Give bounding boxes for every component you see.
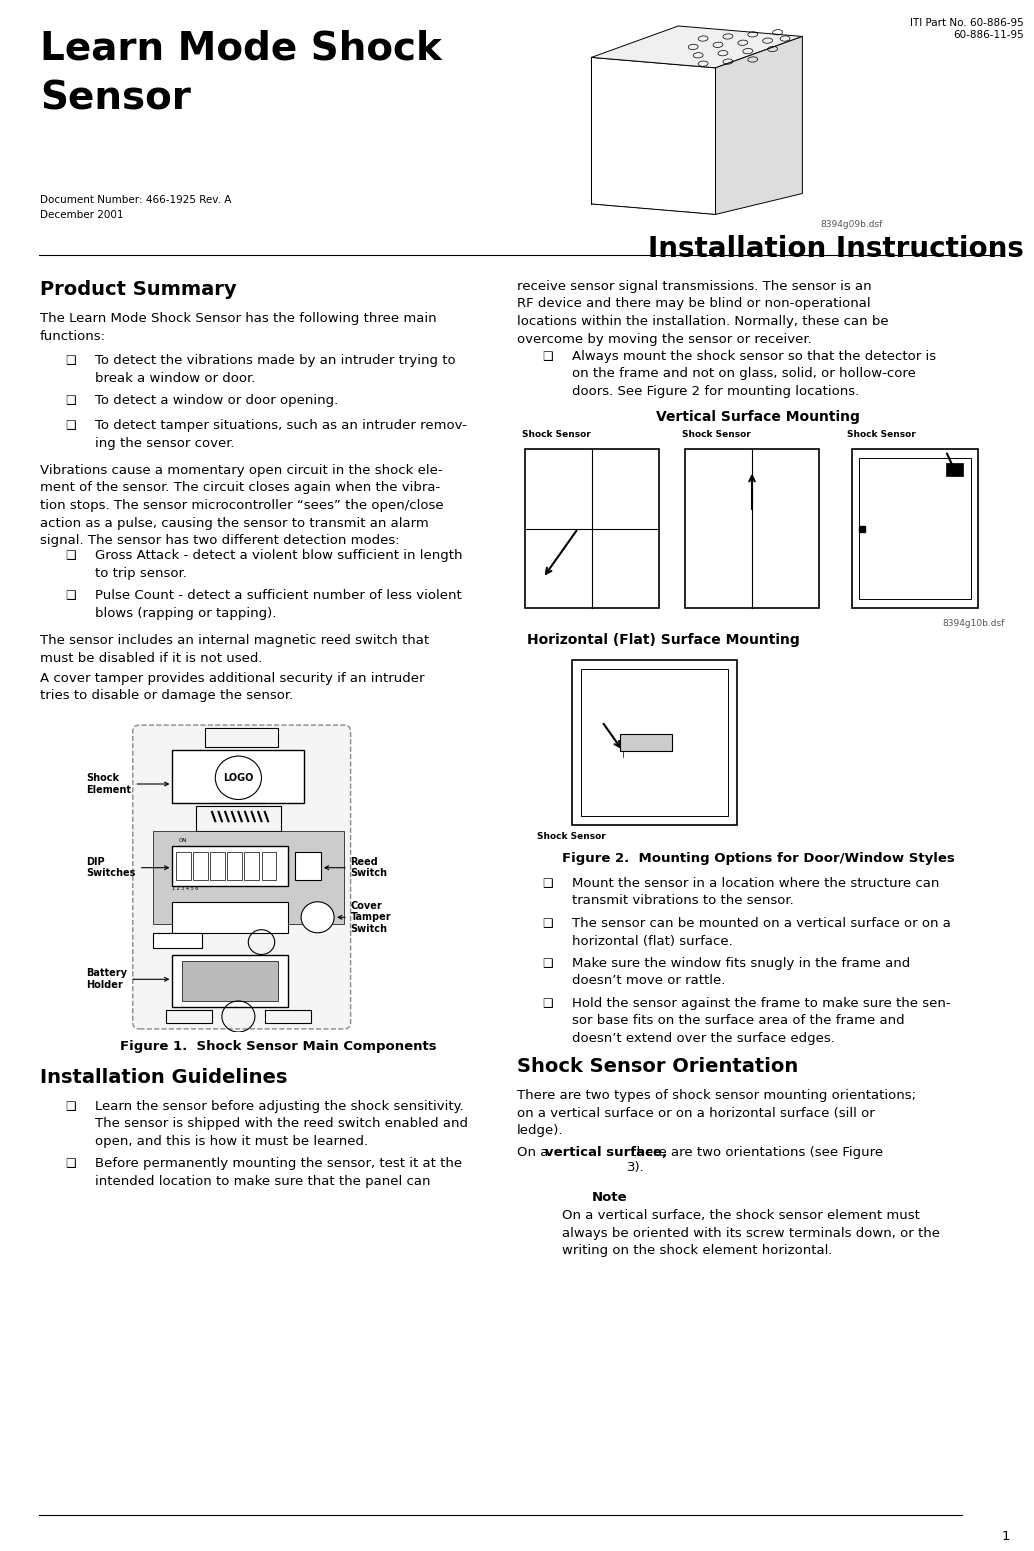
Bar [173, 749, 304, 802]
Text: On a vertical surface, the shock sensor element must
always be oriented with its: On a vertical surface, the shock sensor … [562, 1208, 940, 1256]
Text: Vibrations cause a momentary open circuit in the shock ele-
ment of the sensor. : Vibrations cause a momentary open circui… [40, 464, 444, 548]
FancyBboxPatch shape [132, 726, 351, 1028]
Text: Cover
Tamper
Switch: Cover Tamper Switch [338, 901, 391, 934]
Text: Mount the sensor in a location where the structure can
transmit vibrations to th: Mount the sensor in a location where the… [572, 876, 939, 907]
Text: Installation Instructions: Installation Instructions [648, 236, 1024, 264]
Text: Sensor: Sensor [40, 81, 191, 118]
Bar [210, 851, 224, 879]
Text: To detect the vibrations made by an intruder trying to
break a window or door.: To detect the vibrations made by an intr… [95, 354, 456, 385]
Text: 1 2 3 4 5 6: 1 2 3 4 5 6 [173, 886, 199, 892]
Text: DIP
Switches: DIP Switches [87, 856, 169, 878]
Text: Horizontal (Flat) Surface Mounting: Horizontal (Flat) Surface Mounting [527, 633, 799, 647]
Bar [195, 805, 281, 830]
Text: There are two types of shock sensor mounting orientations;
on a vertical surface: There are two types of shock sensor moun… [517, 1089, 916, 1137]
Text: 8394g09b.dsf: 8394g09b.dsf [820, 220, 882, 230]
Polygon shape [716, 36, 802, 214]
Text: Product Summary: Product Summary [40, 281, 237, 299]
Text: 8394g10b.dsf: 8394g10b.dsf [943, 619, 1005, 628]
Bar [619, 734, 672, 751]
Text: Pulse Count - detect a sufficient number of less violent
blows (rapping or tappi: Pulse Count - detect a sufficient number… [95, 589, 462, 619]
Text: ❑: ❑ [542, 351, 552, 363]
Text: Hold the sensor against the frame to make sure the sen-
sor base fits on the sur: Hold the sensor against the frame to mak… [572, 997, 950, 1045]
Bar [859, 458, 971, 599]
Text: Reed
Switch: Reed Switch [325, 856, 388, 878]
Text: Shock Sensor: Shock Sensor [682, 430, 751, 439]
Bar [206, 729, 278, 746]
Text: ITI Part No. 60-886-95
60-886-11-95: ITI Part No. 60-886-95 60-886-11-95 [910, 19, 1024, 40]
Text: ❑: ❑ [65, 589, 75, 602]
Text: The sensor can be mounted on a vertical surface or on a
horizontal (flat) surfac: The sensor can be mounted on a vertical … [572, 917, 951, 948]
Text: Learn the sensor before adjusting the shock sensitivity.
The sensor is shipped w: Learn the sensor before adjusting the sh… [95, 1100, 468, 1148]
Text: Gross Attack - detect a violent blow sufficient in length
to trip sensor.: Gross Attack - detect a violent blow suf… [95, 549, 462, 580]
Text: Battery
Holder: Battery Holder [87, 968, 169, 990]
Bar [153, 932, 202, 948]
Text: ❑: ❑ [542, 957, 552, 969]
Bar [227, 851, 242, 879]
Circle shape [301, 901, 334, 932]
Bar [153, 830, 344, 923]
Text: To detect a window or door opening.: To detect a window or door opening. [95, 394, 338, 406]
Text: On a: On a [517, 1146, 552, 1159]
Bar [173, 901, 287, 932]
Text: ❑: ❑ [542, 876, 552, 890]
Text: Installation Guidelines: Installation Guidelines [40, 1069, 287, 1087]
Polygon shape [591, 26, 802, 68]
Polygon shape [591, 57, 716, 214]
Circle shape [215, 755, 262, 799]
Bar [295, 851, 321, 879]
Text: Note: Note [592, 1191, 628, 1204]
Text: Shock Sensor: Shock Sensor [847, 430, 916, 439]
Text: Shock
Element: Shock Element [87, 774, 169, 794]
Bar [244, 851, 260, 879]
Bar [581, 668, 728, 816]
Text: Make sure the window fits snugly in the frame and
doesn’t move or rattle.: Make sure the window fits snugly in the … [572, 957, 910, 988]
Text: The Learn Mode Shock Sensor has the following three main
functions:: The Learn Mode Shock Sensor has the foll… [40, 312, 436, 343]
Text: Vertical Surface Mounting: Vertical Surface Mounting [656, 409, 860, 423]
Text: A cover tamper provides additional security if an intruder
tries to disable or d: A cover tamper provides additional secur… [40, 672, 425, 703]
Bar [265, 1010, 311, 1022]
Text: Shock Sensor: Shock Sensor [537, 831, 606, 841]
Bar [262, 851, 276, 879]
Text: ❑: ❑ [542, 917, 552, 931]
Text: December 2001: December 2001 [40, 209, 123, 220]
Bar [173, 845, 287, 886]
Text: 1: 1 [1002, 1529, 1010, 1543]
Bar [946, 462, 963, 476]
Text: ON: ON [179, 838, 187, 842]
Text: The sensor includes an internal magnetic reed switch that
must be disabled if it: The sensor includes an internal magnetic… [40, 634, 429, 664]
Bar [193, 851, 208, 879]
Text: Figure 2.  Mounting Options for Door/Window Styles: Figure 2. Mounting Options for Door/Wind… [561, 851, 954, 865]
Bar [165, 1010, 212, 1022]
Text: ❑: ❑ [65, 419, 75, 433]
Text: ❑: ❑ [65, 394, 75, 406]
Text: To detect tamper situations, such as an intruder remov-
ing the sensor cover.: To detect tamper situations, such as an … [95, 419, 467, 450]
Text: Document Number: 466-1925 Rev. A: Document Number: 466-1925 Rev. A [40, 195, 232, 205]
Text: vertical surface,: vertical surface, [545, 1146, 667, 1159]
Text: receive sensor signal transmissions. The sensor is an
RF device and there may be: receive sensor signal transmissions. The… [517, 281, 888, 346]
Text: there are two orientations (see Figure
3).: there are two orientations (see Figure 3… [627, 1146, 883, 1174]
Text: LOGO: LOGO [223, 772, 253, 783]
Text: ❑: ❑ [542, 997, 552, 1010]
Text: ❑: ❑ [65, 1100, 75, 1114]
Text: Always mount the shock sensor so that the detector is
on the frame and not on gl: Always mount the shock sensor so that th… [572, 351, 936, 399]
Text: Shock Sensor Orientation: Shock Sensor Orientation [517, 1056, 798, 1076]
Text: ❑: ❑ [65, 549, 75, 561]
Text: Figure 1.  Shock Sensor Main Components: Figure 1. Shock Sensor Main Components [120, 1041, 436, 1053]
Text: ❑: ❑ [65, 1157, 75, 1169]
Bar [173, 954, 287, 1007]
Text: ❑: ❑ [65, 354, 75, 368]
Text: Shock Sensor: Shock Sensor [522, 430, 590, 439]
Text: Before permanently mounting the sensor, test it at the
intended location to make: Before permanently mounting the sensor, … [95, 1157, 462, 1188]
Bar [176, 851, 190, 879]
Bar [182, 960, 278, 1000]
Text: Learn Mode Shock: Learn Mode Shock [40, 29, 442, 68]
